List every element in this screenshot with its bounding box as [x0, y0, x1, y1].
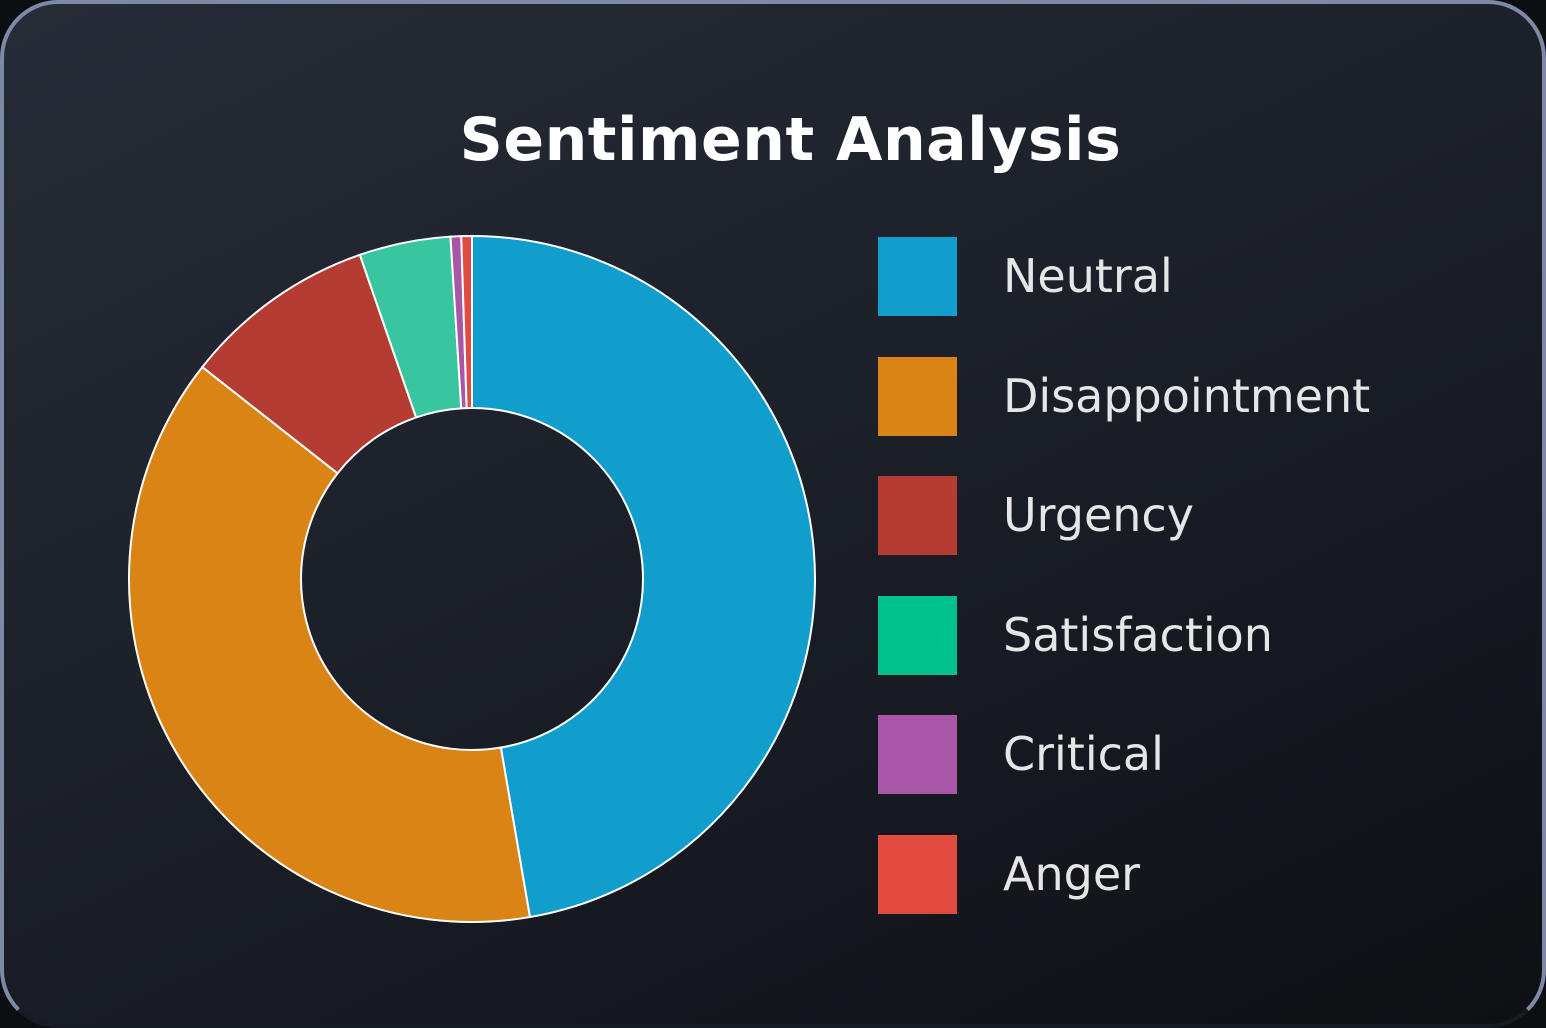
- legend-label-urgency: Urgency: [1003, 488, 1194, 543]
- legend-label-neutral: Neutral: [1003, 249, 1173, 303]
- legend-item-anger[interactable]: Anger: [878, 834, 1370, 914]
- legend-item-neutral[interactable]: Neutral: [878, 237, 1370, 316]
- legend-label-critical: Critical: [1003, 727, 1164, 782]
- chart-legend: Neutral Disappointment Urgency Satisfact…: [878, 237, 1370, 955]
- legend-item-urgency[interactable]: Urgency: [878, 476, 1370, 556]
- legend-swatch-satisfaction: [878, 595, 957, 675]
- legend-swatch-anger: [878, 834, 957, 914]
- donut-slice-disappointment[interactable]: [128, 366, 531, 923]
- legend-label-satisfaction: Satisfaction: [1003, 607, 1273, 662]
- chart-title: Sentiment Analysis: [459, 105, 1122, 175]
- donut-slice-anger[interactable]: [460, 234, 473, 410]
- donut-chart: [128, 234, 816, 923]
- legend-swatch-urgency: [878, 476, 957, 556]
- legend-label-disappointment: Disappointment: [1003, 368, 1371, 423]
- legend-swatch-disappointment: [878, 356, 957, 436]
- legend-label-anger: Anger: [1003, 846, 1141, 901]
- legend-item-disappointment[interactable]: Disappointment: [878, 356, 1371, 436]
- legend-swatch-critical: [878, 715, 957, 795]
- legend-item-satisfaction[interactable]: Satisfaction: [878, 595, 1370, 675]
- donut-slice-neutral[interactable]: [471, 235, 816, 919]
- legend-swatch-neutral: [878, 237, 957, 316]
- legend-item-critical[interactable]: Critical: [878, 715, 1370, 795]
